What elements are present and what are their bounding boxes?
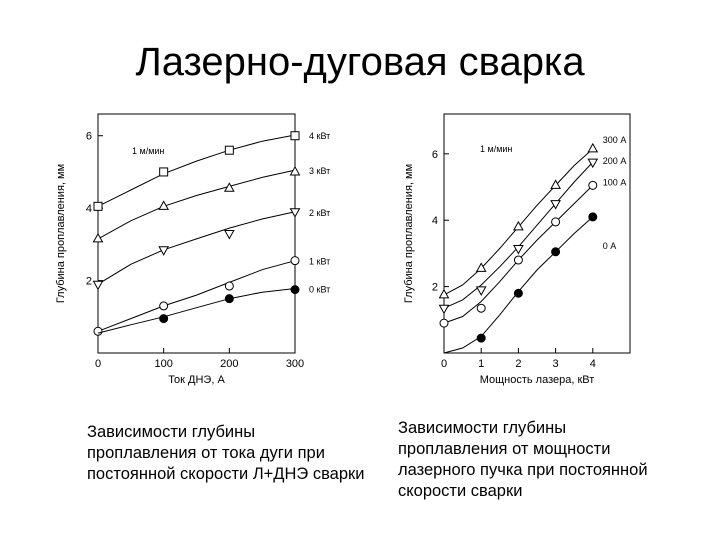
data-point	[289, 208, 301, 218]
data-point	[158, 246, 170, 256]
data-point	[588, 212, 598, 222]
series-label: 4 кВт	[309, 131, 330, 141]
series-label: 100 А	[603, 177, 627, 187]
y-tick-label: 6	[432, 149, 438, 161]
data-point	[438, 288, 450, 299]
speed-annotation: 1 м/мин	[480, 144, 512, 154]
data-point	[224, 294, 234, 304]
data-point	[93, 326, 103, 336]
data-point	[439, 318, 449, 328]
data-point	[476, 303, 486, 313]
data-point	[224, 145, 234, 155]
data-point	[223, 182, 235, 192]
data-point	[475, 262, 487, 272]
y-tick-label: 6	[86, 131, 92, 143]
x-tick-label: 2	[515, 358, 521, 370]
data-point	[476, 333, 486, 343]
data-point	[550, 200, 561, 210]
data-point	[289, 165, 301, 176]
data-point	[224, 281, 234, 291]
data-point	[93, 201, 103, 211]
data-point	[159, 314, 169, 324]
plot-frame	[443, 113, 631, 354]
chart-depth-vs-laser-power: 0 1 2 3 4 2 4 6 Мощность лазера, кВт Глубина проп…	[403, 113, 631, 386]
x-tick-label: 0	[441, 358, 447, 370]
data-point	[513, 220, 524, 231]
y-tick-label: 2	[432, 282, 438, 294]
x-tick-label: 3	[553, 358, 559, 370]
data-point	[550, 179, 561, 189]
x-tick-label: 300	[286, 358, 304, 370]
series-label: 3 кВт	[309, 166, 330, 176]
data-point	[92, 232, 104, 243]
y-tick-label: 2	[86, 276, 92, 288]
data-point	[159, 301, 169, 311]
data-point	[290, 256, 300, 266]
chart-depth-vs-arc-current: 0 100 200 300 2 4 6 Ток ДНЭ, А Глубина проплавле…	[55, 113, 330, 386]
x-tick-label: 0	[95, 358, 101, 370]
data-point	[290, 131, 300, 141]
series-line	[97, 169, 296, 240]
series-label: 0 А	[603, 241, 617, 251]
series-line	[97, 211, 296, 285]
y-tick-label: 4	[86, 203, 92, 215]
data-point	[587, 158, 599, 169]
y-tick-label: 4	[432, 215, 438, 227]
x-axis-label: Ток ДНЭ, А	[168, 374, 225, 386]
x-axis-label: Мощность лазера, кВт	[480, 374, 595, 386]
series-line	[443, 161, 594, 309]
speed-annotation: 1 м/мин	[132, 146, 164, 156]
x-tick-label: 100	[154, 358, 172, 370]
data-point	[158, 200, 170, 210]
data-point	[475, 286, 487, 296]
series-line	[97, 134, 296, 207]
x-tick-label: 4	[590, 358, 596, 370]
slide-title: Лазерно-дуговая сварка	[135, 40, 585, 84]
series-label: 200 А	[603, 156, 627, 166]
caption-right: Зависимости глубины проплавления от мощн…	[398, 419, 648, 500]
x-tick-label: 200	[220, 358, 238, 370]
series-line	[97, 260, 296, 332]
data-point	[159, 167, 169, 177]
data-point	[588, 180, 598, 190]
data-point	[438, 304, 450, 315]
series-line	[443, 216, 594, 354]
series-label: 2 кВт	[309, 208, 330, 218]
data-point	[513, 288, 523, 298]
data-point	[290, 285, 300, 295]
series-label: 1 кВт	[309, 257, 330, 267]
data-point	[551, 247, 561, 257]
caption-left: Зависимости глубины проплавления от тока…	[87, 423, 365, 483]
data-point	[513, 244, 524, 255]
y-axis-label: Глубина проплавления, мм	[403, 164, 415, 303]
data-point	[92, 280, 104, 291]
data-point	[223, 230, 235, 240]
data-point	[513, 255, 523, 265]
data-point	[587, 142, 599, 153]
series-label: 0 кВт	[309, 285, 330, 295]
data-point	[551, 217, 561, 227]
series-line	[97, 288, 296, 334]
plot-frame	[97, 113, 296, 354]
series-label: 300 А	[603, 135, 627, 145]
x-tick-label: 1	[478, 358, 484, 370]
y-axis-label: Глубина проплавления, мм	[55, 164, 67, 303]
